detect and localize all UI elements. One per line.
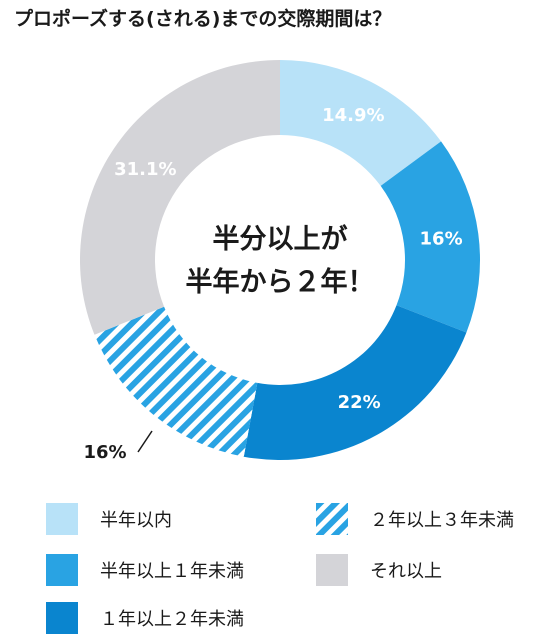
slice-value-label: 22%: [338, 392, 381, 413]
center-text-line1: 半分以上が: [213, 223, 348, 255]
donut-slice: [80, 60, 280, 335]
legend-item-half-to-1-year: 半年以上１年未満: [46, 554, 244, 586]
slice-value-label: 14.9%: [322, 105, 384, 126]
donut-slice: [94, 306, 258, 457]
donut-chart: 14.9% 16% 22% 16% 31.1% 半分以上が 半年から２年！: [80, 60, 480, 463]
legend-label: ２年以上３年未満: [370, 510, 514, 531]
legend-swatch: [316, 554, 348, 586]
legend-swatch: [46, 554, 78, 586]
legend-label: 半年以上１年未満: [100, 561, 244, 582]
legend-label: それ以上: [370, 561, 442, 582]
legend-swatch: [46, 602, 78, 634]
donut-slice: [280, 60, 442, 186]
legend-swatch-striped: [316, 503, 348, 535]
slice-value-label: 16%: [420, 229, 463, 250]
legend-item-2-to-3-years: ２年以上３年未満: [316, 503, 514, 535]
legend-label: 半年以内: [100, 510, 172, 531]
legend-item-more: それ以上: [316, 554, 442, 586]
donut-slice: [243, 305, 467, 460]
chart-title: プロポーズする(される)までの交際期間は？: [14, 8, 392, 30]
slice-value-label: 31.1%: [114, 159, 176, 180]
legend-item-1-to-2-years: １年以上２年未満: [46, 602, 244, 634]
center-text-line2: 半年から２年！: [186, 266, 375, 298]
legend-item-within-half-year: 半年以内: [46, 503, 172, 535]
donut-slices: [80, 60, 480, 460]
slice-labels: 14.9% 16% 22% 16% 31.1%: [83, 105, 462, 463]
donut-slice: [380, 141, 480, 333]
legend-label: １年以上２年未満: [100, 609, 244, 630]
slice-value-label: 16%: [83, 442, 126, 463]
callout-line: [137, 430, 153, 453]
legend-swatch: [46, 503, 78, 535]
